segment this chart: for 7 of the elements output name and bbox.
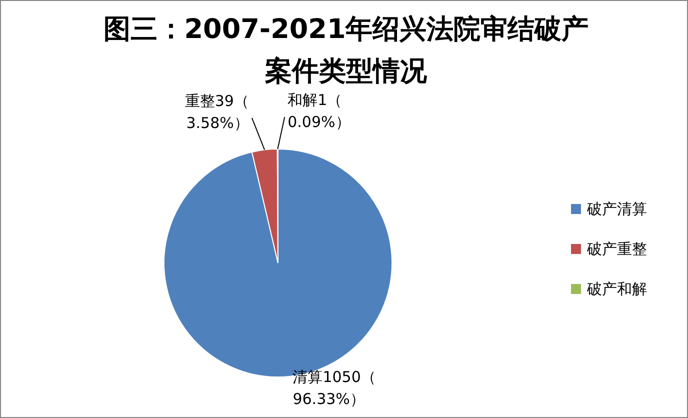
- legend-label: 破产和解: [587, 280, 647, 298]
- data-label: 和解1（0.09%）: [288, 91, 350, 131]
- data-label: 清算1050（96.33%）: [292, 368, 376, 408]
- legend-label: 破产清算: [587, 200, 647, 218]
- data-label: 重整39（3.58%）: [184, 92, 249, 132]
- chart-title: 图三：2007-2021年绍兴法院审结破产案件类型情况: [103, 14, 589, 87]
- legend-label: 破产重整: [587, 240, 647, 258]
